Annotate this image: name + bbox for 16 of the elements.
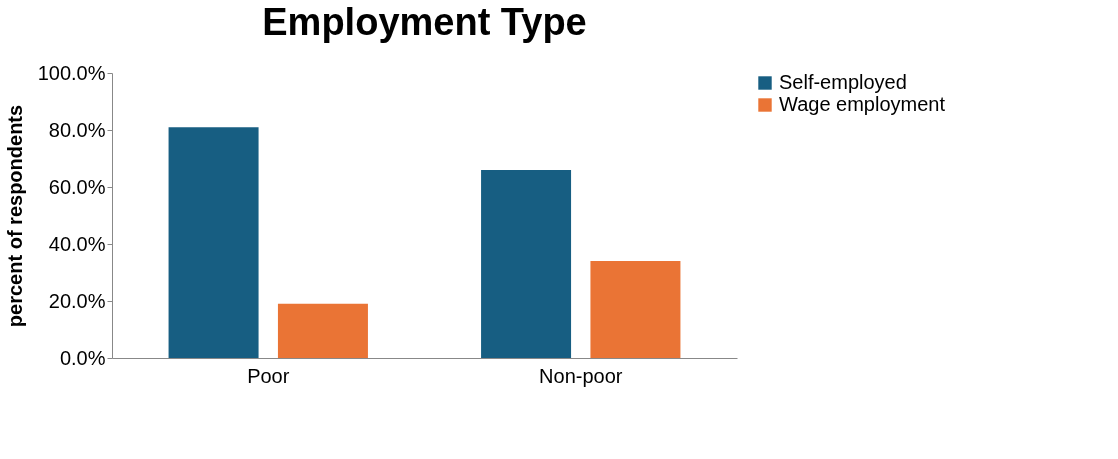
y-axis-title: percent of respondents: [3, 104, 26, 328]
y-tick-label: 0.0%: [59, 346, 106, 369]
bar: [168, 127, 259, 358]
legend-label: Self-employed: [779, 71, 907, 93]
y-tick-label: 60.0%: [48, 175, 106, 198]
y-tick-label: 40.0%: [48, 232, 106, 255]
legend-label: Wage employment: [779, 93, 946, 115]
bar: [590, 261, 681, 358]
y-tick-label: 100.0%: [37, 61, 106, 84]
x-tick-label: Poor: [247, 364, 290, 387]
chart-title: Employment Type: [262, 1, 587, 43]
bar: [277, 303, 368, 358]
y-tick-label: 20.0%: [48, 289, 106, 312]
x-tick-label: Non-poor: [539, 364, 623, 387]
bar: [481, 169, 572, 358]
y-tick-label: 80.0%: [48, 118, 106, 141]
